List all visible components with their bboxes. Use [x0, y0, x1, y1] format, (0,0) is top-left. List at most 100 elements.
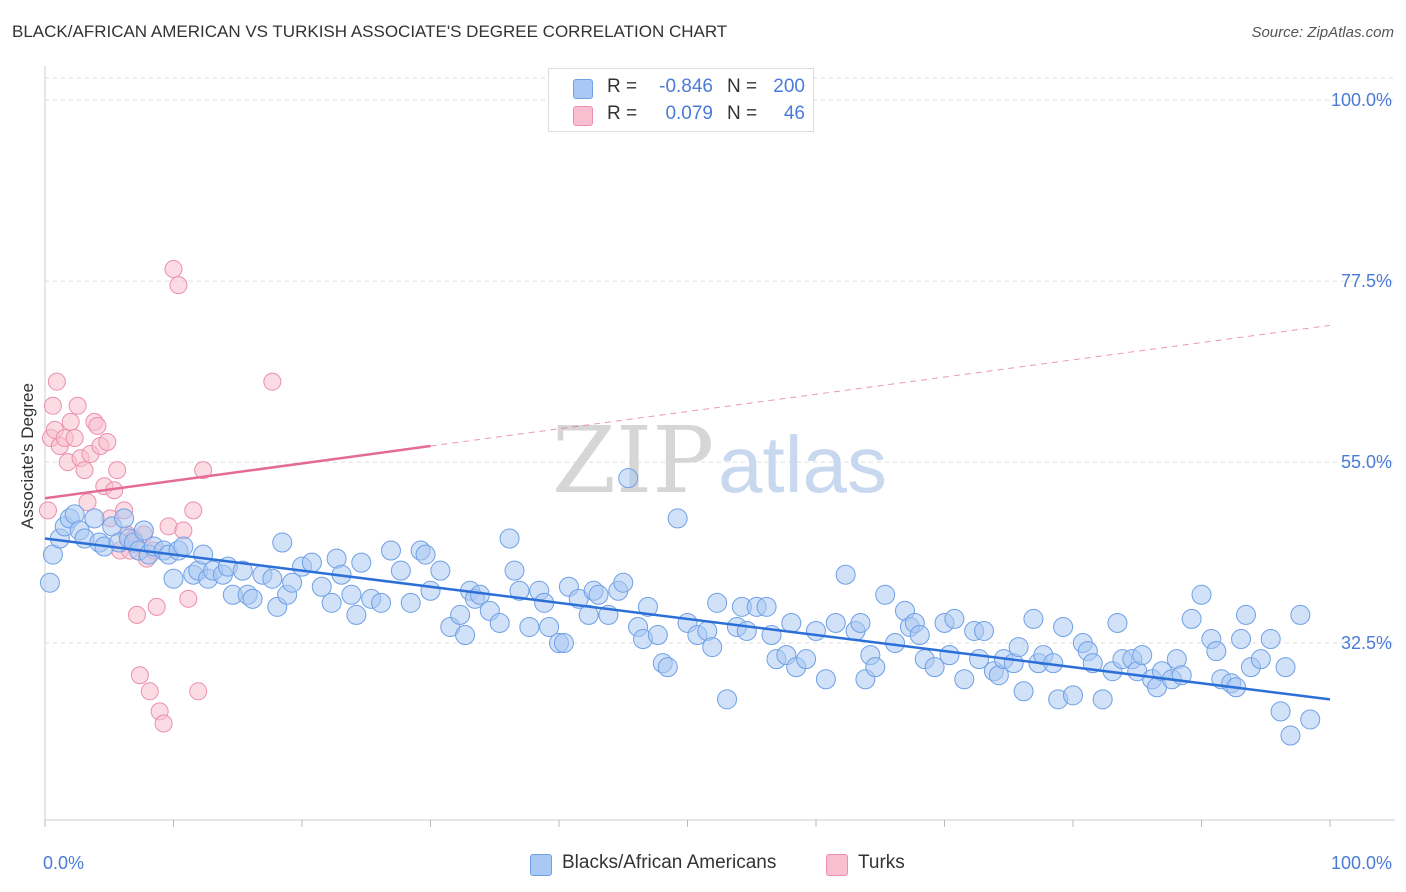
- blacks-point: [588, 584, 609, 605]
- blacks-point: [173, 536, 194, 557]
- blacks-point: [400, 592, 421, 613]
- blacks-point: [371, 592, 392, 613]
- blacks-point: [301, 552, 322, 573]
- blacks-point: [114, 508, 135, 529]
- blacks-point: [850, 612, 871, 633]
- blacks-point: [702, 637, 723, 658]
- turks-point: [47, 372, 66, 391]
- blacks-point: [553, 633, 574, 654]
- blacks-point: [1206, 641, 1227, 662]
- blacks-point: [1053, 616, 1074, 637]
- n-value: 200: [773, 76, 805, 97]
- turks-point: [75, 461, 94, 480]
- blacks-point: [232, 560, 253, 581]
- turks-trend-extension: [430, 324, 1331, 447]
- blacks-point: [420, 580, 441, 601]
- blacks-point: [1063, 685, 1083, 706]
- n-key: N =: [727, 103, 758, 124]
- blacks-point: [311, 576, 332, 597]
- r-value: -0.846: [659, 76, 713, 97]
- blacks-point: [430, 560, 451, 581]
- blacks-point: [796, 649, 817, 670]
- blacks-point: [39, 572, 60, 593]
- blacks-point: [519, 616, 540, 637]
- turks-swatch: [826, 854, 848, 876]
- blacks-point: [1013, 681, 1034, 702]
- blacks-point: [1275, 657, 1296, 678]
- blacks-point: [939, 645, 960, 666]
- blacks-point: [1023, 608, 1044, 629]
- blacks-point: [756, 596, 777, 617]
- y-tick-label: 55.0%: [1341, 452, 1392, 472]
- turks-point: [65, 428, 84, 447]
- blacks-point: [1191, 584, 1212, 605]
- legend-label: Blacks/African Americans: [562, 852, 777, 873]
- blacks-point: [1235, 604, 1256, 625]
- turks-point: [68, 396, 87, 415]
- turks-point: [108, 461, 127, 480]
- x-tick-label: 100.0%: [1331, 853, 1392, 873]
- turks-point: [154, 714, 173, 733]
- turks-point: [130, 666, 149, 685]
- blacks-point: [272, 532, 293, 553]
- turks-point: [174, 521, 193, 540]
- legend-label: Turks: [858, 852, 905, 873]
- gridlines: [45, 77, 1395, 644]
- blacks-point: [450, 604, 471, 625]
- blacks-point: [341, 584, 362, 605]
- blacks-point: [637, 596, 658, 617]
- blacks-point: [455, 625, 476, 646]
- blacks-point: [974, 620, 995, 641]
- blacks-point: [1280, 725, 1301, 746]
- blacks-point: [1270, 701, 1291, 722]
- blacks-point: [489, 612, 510, 633]
- blacks-point: [835, 564, 856, 585]
- turks-swatch: [573, 106, 593, 126]
- legend-row-blacks: R = -0.846 N = 200: [549, 74, 813, 100]
- blacks-point: [1300, 709, 1321, 730]
- blacks-point: [707, 592, 728, 613]
- r-value: 0.079: [665, 103, 713, 124]
- turks-point: [159, 517, 178, 536]
- turks-point: [263, 372, 282, 391]
- blacks-point: [875, 584, 896, 605]
- blacks-swatch: [573, 79, 593, 99]
- blacks-point: [1181, 608, 1202, 629]
- turks-point: [127, 605, 146, 624]
- turks-point: [43, 396, 62, 415]
- turks-points: [38, 260, 282, 733]
- blacks-point: [133, 520, 154, 541]
- blacks-point: [282, 572, 303, 593]
- stats-legend: R = -0.846 N = 200 R = 0.079 N = 46: [548, 68, 814, 132]
- blacks-point: [618, 468, 639, 489]
- blacks-point: [84, 508, 105, 529]
- blacks-point: [509, 580, 530, 601]
- blacks-point: [657, 657, 678, 678]
- turks-point: [61, 412, 80, 431]
- r-key: R =: [607, 76, 638, 97]
- blacks-point: [163, 568, 184, 589]
- blacks-point: [321, 592, 342, 613]
- watermark: ZIP atlas: [552, 407, 887, 514]
- blacks-point: [504, 560, 525, 581]
- blacks-point: [1008, 637, 1029, 658]
- blacks-point: [954, 669, 975, 690]
- blacks-point: [825, 612, 846, 633]
- blacks-swatch: [530, 854, 552, 876]
- turks-trend-line: [44, 444, 431, 500]
- turks-point: [98, 432, 117, 451]
- turks-point: [169, 276, 188, 295]
- blacks-point: [1092, 689, 1113, 710]
- turks-point: [189, 682, 208, 701]
- turks-point: [38, 501, 57, 520]
- blacks-point: [717, 689, 738, 710]
- tick-labels: 32.5% 55.0% 77.5% 100.0% 0.0% 100.0%: [43, 90, 1392, 873]
- turks-point: [179, 589, 198, 608]
- turks-point: [147, 597, 166, 616]
- blacks-point: [781, 612, 802, 633]
- r-key: R =: [607, 103, 638, 124]
- blacks-point: [944, 608, 965, 629]
- turks-point: [140, 682, 159, 701]
- y-tick-label: 77.5%: [1341, 271, 1392, 291]
